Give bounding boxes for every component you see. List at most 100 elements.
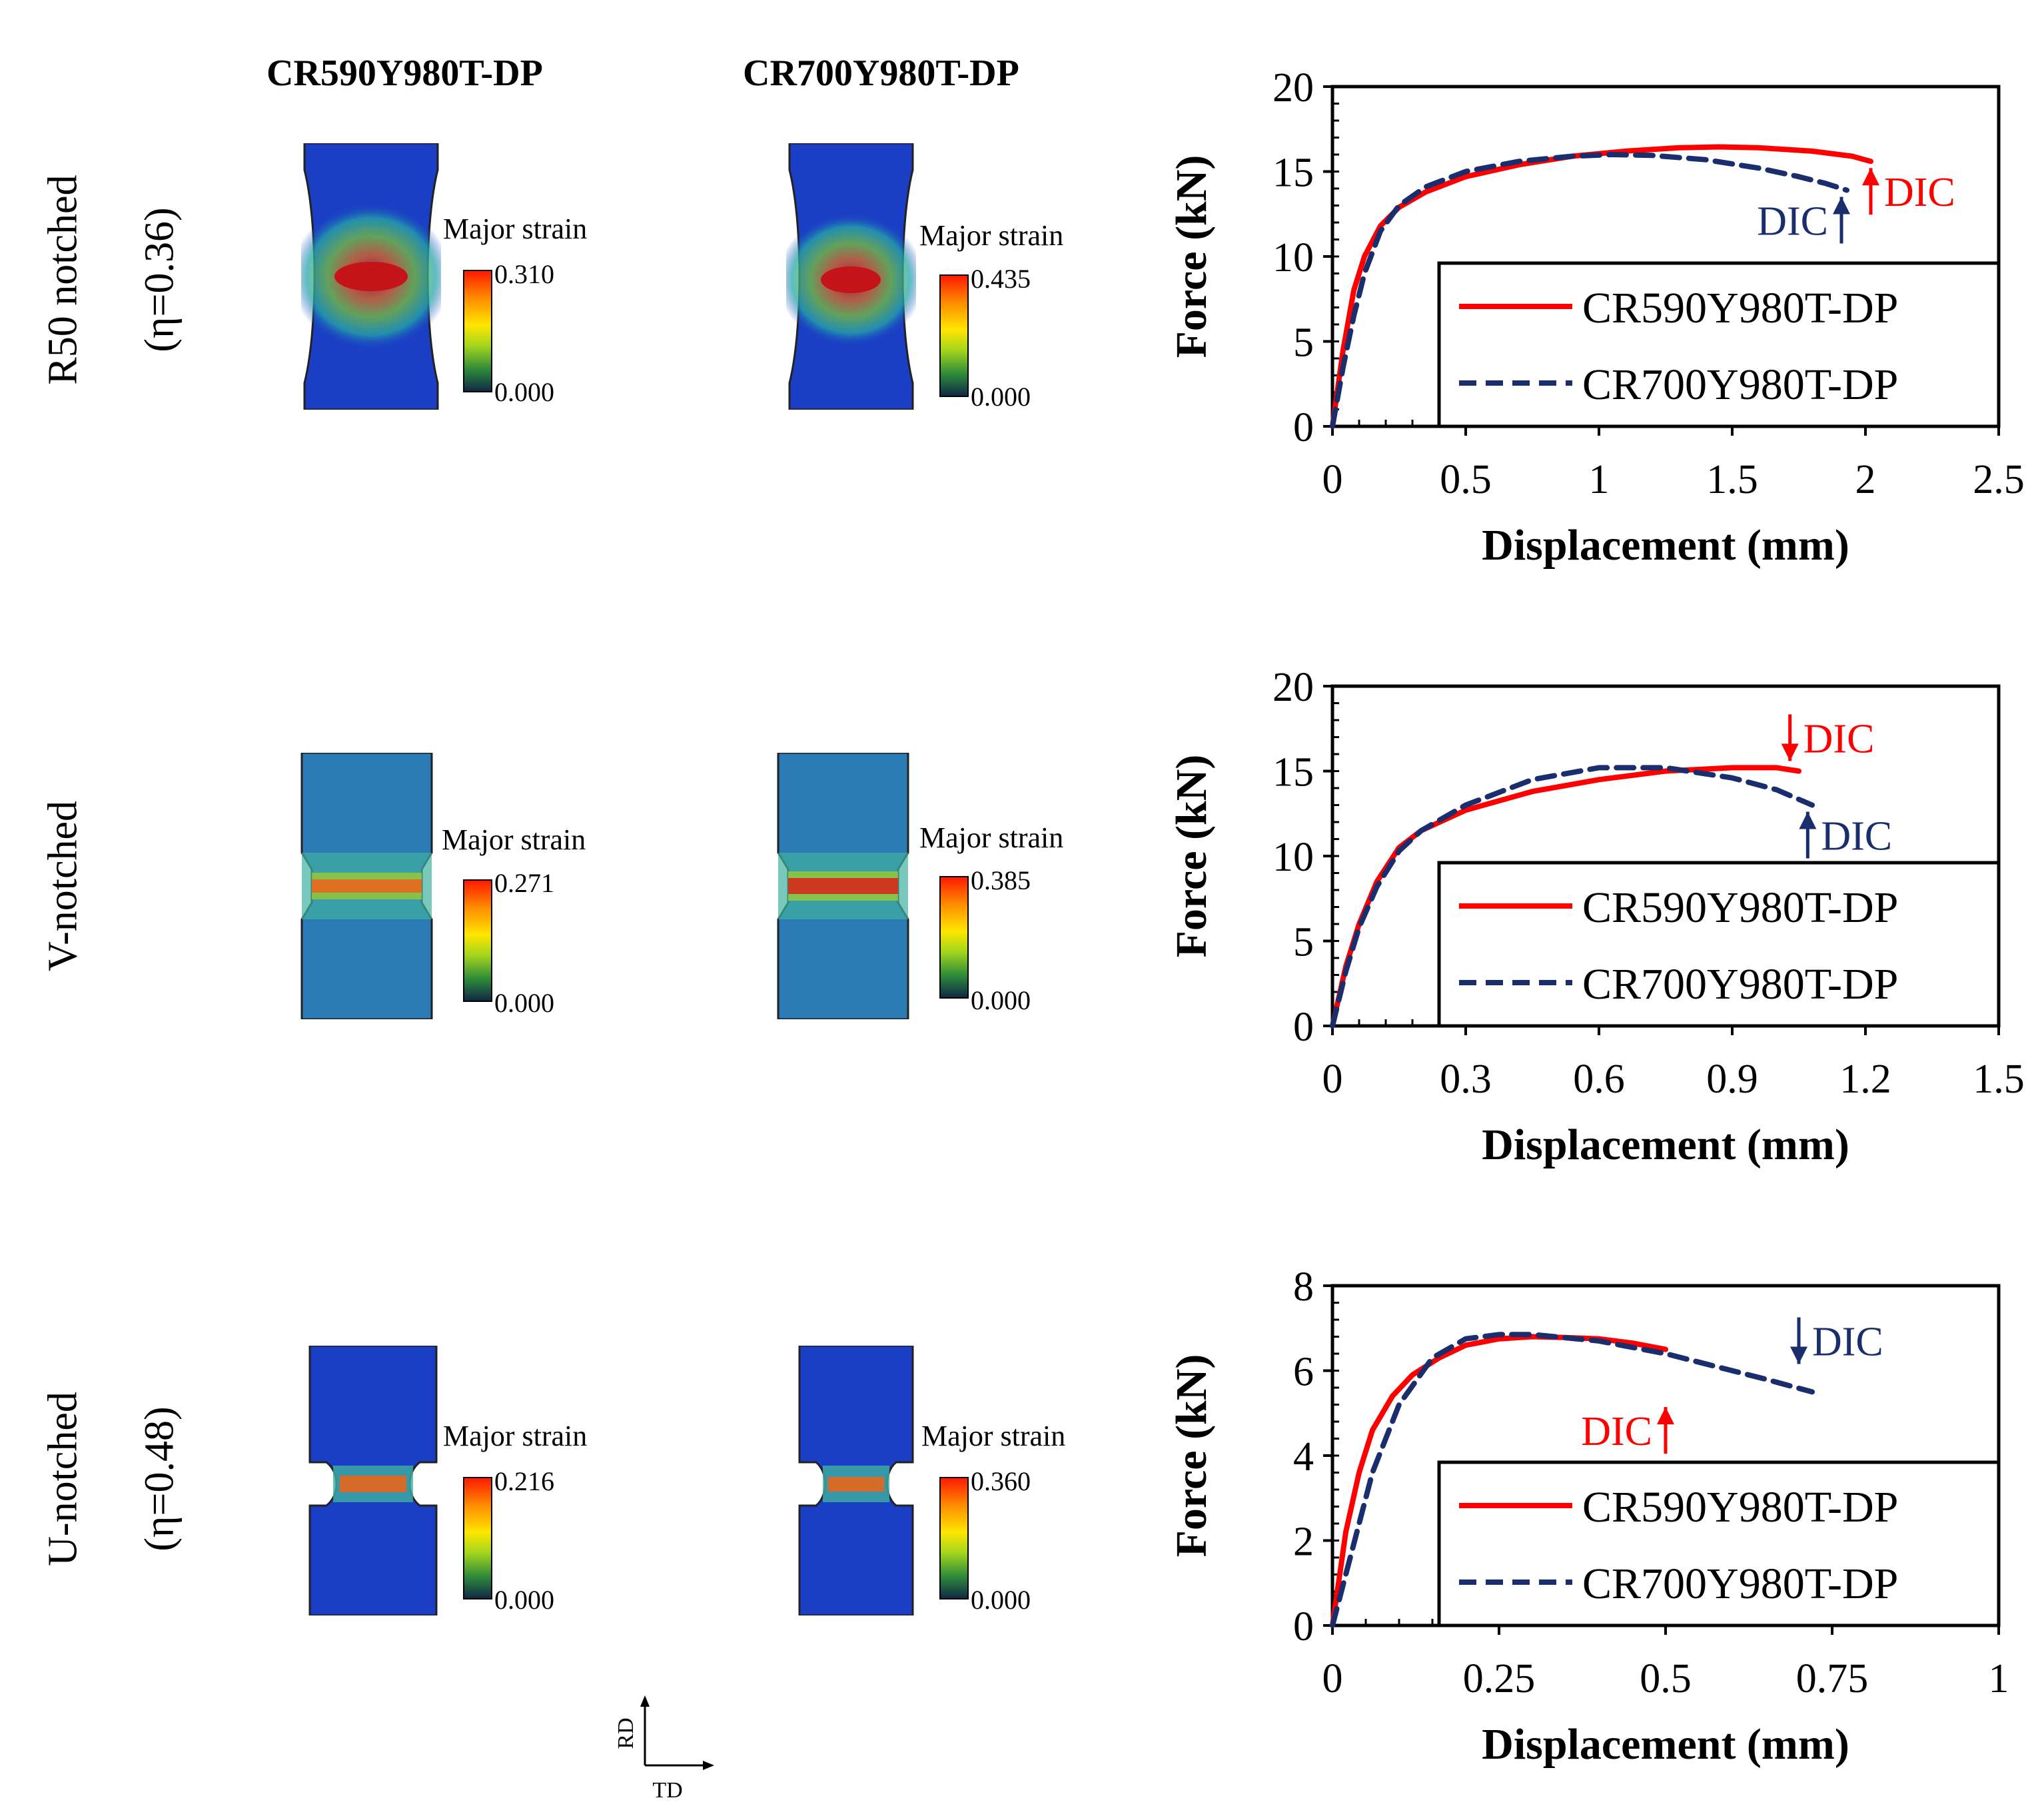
colorbar-title: Major strain xyxy=(442,823,586,856)
x-tick-label: 2 xyxy=(1855,457,1876,502)
y-tick-label: 20 xyxy=(1273,665,1314,710)
row-label-r50-eta: (η=0.36) xyxy=(137,207,183,352)
row-label-r50: R50 notched xyxy=(40,175,86,385)
colorbar-min: 0.000 xyxy=(494,988,554,1018)
strain-map-u-cr700 xyxy=(798,1346,914,1615)
colorbar-title: Major strain xyxy=(919,219,1064,252)
td-label: TD xyxy=(652,1778,682,1803)
force-displacement-chart-u: 0 2 4 6 8 0 0.25 0.5 0.75 1 Displacement (mm) Force… xyxy=(1167,1264,2009,1769)
row-label-v: V-notched xyxy=(40,801,86,971)
colorbar-min: 0.000 xyxy=(971,1585,1031,1615)
y-tick-label: 6 xyxy=(1293,1350,1314,1395)
strain-map-v-cr700 xyxy=(777,753,909,1019)
column-header-cr700: CR700Y980T-DP xyxy=(743,53,1019,94)
row-label-u-eta: (η=0.48) xyxy=(137,1406,183,1552)
dic-arrow-head xyxy=(1657,1407,1674,1425)
y-tick-label: 0 xyxy=(1293,1005,1314,1050)
y-axis-title: Force (kN) xyxy=(1167,755,1216,958)
strain-map-r50-cr700 xyxy=(786,143,916,410)
x-tick-label: 0.25 xyxy=(1463,1656,1536,1701)
dic-label: DIC xyxy=(1803,716,1875,761)
y-tick-label: 0 xyxy=(1293,405,1314,450)
x-tick-label: 0.6 xyxy=(1573,1057,1625,1102)
x-tick-label: 0.5 xyxy=(1440,457,1492,502)
legend-box xyxy=(1437,261,2001,428)
x-tick-label: 0.9 xyxy=(1706,1057,1758,1102)
legend-label: CR700Y980T-DP xyxy=(1582,960,1898,1009)
x-axis-title: Displacement (mm) xyxy=(1482,1720,1849,1769)
x-tick-label: 1.5 xyxy=(1706,457,1758,502)
dic-arrow-head xyxy=(1862,168,1879,186)
legend-label: CR700Y980T-DP xyxy=(1582,360,1898,409)
y-tick-label: 0 xyxy=(1293,1604,1314,1649)
colorbar-v-cr590 xyxy=(463,879,492,1002)
y-axis-title: Force (kN) xyxy=(1167,1354,1216,1558)
series-line-cr700 xyxy=(1330,152,1849,429)
legend-label: CR590Y980T-DP xyxy=(1582,1483,1898,1532)
colorbar-min: 0.000 xyxy=(494,377,554,407)
y-tick-label: 15 xyxy=(1273,151,1314,196)
colorbar-title: Major strain xyxy=(919,821,1064,854)
colorbar-max: 0.385 xyxy=(971,865,1031,895)
legend-label: CR590Y980T-DP xyxy=(1582,883,1898,932)
colorbar-title: Major strain xyxy=(921,1420,1066,1452)
x-tick-label: 0 xyxy=(1322,1057,1343,1102)
x-tick-label: 0.5 xyxy=(1640,1656,1692,1701)
dic-label: DIC xyxy=(1812,1320,1883,1365)
colorbar-u-cr590 xyxy=(463,1477,492,1599)
colorbar-v-cr700 xyxy=(939,876,969,999)
dic-label: DIC xyxy=(1757,199,1828,244)
colorbar-max: 0.216 xyxy=(494,1466,554,1496)
colorbar-min: 0.000 xyxy=(494,1585,554,1615)
colorbar-title: Major strain xyxy=(443,213,588,245)
y-tick-label: 4 xyxy=(1293,1434,1314,1480)
legend-label: CR700Y980T-DP xyxy=(1582,1560,1898,1608)
y-tick-label: 10 xyxy=(1273,835,1314,880)
rd-td-axis-indicator: RD TD xyxy=(614,1695,714,1803)
legend-box xyxy=(1437,861,2001,1028)
series-line-cr700 xyxy=(1330,1332,1815,1628)
x-tick-label: 2.5 xyxy=(1973,457,2025,502)
x-tick-label: 1 xyxy=(1989,1656,2009,1701)
y-tick-label: 15 xyxy=(1273,750,1314,795)
strain-map-v-cr590 xyxy=(300,753,433,1019)
colorbar-title: Major strain xyxy=(443,1420,588,1452)
legend-box xyxy=(1437,1460,2001,1627)
x-axis-title: Displacement (mm) xyxy=(1482,521,1849,570)
dic-arrow-head xyxy=(1790,1346,1807,1364)
x-tick-label: 0 xyxy=(1322,457,1343,502)
colorbar-max: 0.271 xyxy=(494,868,554,898)
colorbar-max: 0.360 xyxy=(971,1466,1031,1496)
colorbar-min: 0.000 xyxy=(971,985,1031,1015)
y-tick-label: 10 xyxy=(1273,235,1314,280)
dic-label: DIC xyxy=(1821,814,1892,859)
y-tick-label: 2 xyxy=(1293,1520,1314,1565)
dic-arrow-head xyxy=(1799,811,1817,829)
y-tick-label: 20 xyxy=(1273,65,1314,111)
y-axis-title: Force (kN) xyxy=(1167,155,1216,358)
x-tick-label: 0.75 xyxy=(1796,1656,1869,1701)
colorbar-max: 0.310 xyxy=(494,259,554,289)
force-displacement-chart-v: 0 5 10 15 20 0 0.3 0.6 0.9 1.2 1.5 Displacement (mm… xyxy=(1167,665,2025,1169)
dic-label: DIC xyxy=(1581,1409,1652,1454)
column-header-cr590: CR590Y980T-DP xyxy=(266,53,543,94)
x-tick-label: 1.2 xyxy=(1839,1057,1891,1102)
dic-label: DIC xyxy=(1884,170,1955,215)
x-axis-title: Displacement (mm) xyxy=(1482,1121,1849,1169)
colorbar-min: 0.000 xyxy=(971,382,1031,412)
legend-label: CR590Y980T-DP xyxy=(1582,284,1898,332)
x-tick-label: 1.5 xyxy=(1973,1057,2025,1102)
colorbar-r50-cr590 xyxy=(463,270,492,392)
dic-arrow-head xyxy=(1833,197,1850,215)
force-displacement-chart-r50: 0 5 10 15 20 0 0.5 1 1.5 2 2.5 Displacement (mm) For… xyxy=(1167,65,2025,570)
y-tick-label: 5 xyxy=(1293,320,1314,366)
y-tick-label: 5 xyxy=(1293,920,1314,965)
series-line-cr590 xyxy=(1330,144,1873,429)
colorbar-max: 0.435 xyxy=(971,264,1031,294)
x-tick-label: 0.3 xyxy=(1440,1057,1492,1102)
x-tick-label: 1 xyxy=(1589,457,1610,502)
row-label-u: U-notched xyxy=(40,1392,86,1566)
rd-label: RD xyxy=(614,1717,638,1749)
colorbar-u-cr700 xyxy=(939,1477,969,1599)
y-tick-label: 8 xyxy=(1293,1264,1314,1310)
